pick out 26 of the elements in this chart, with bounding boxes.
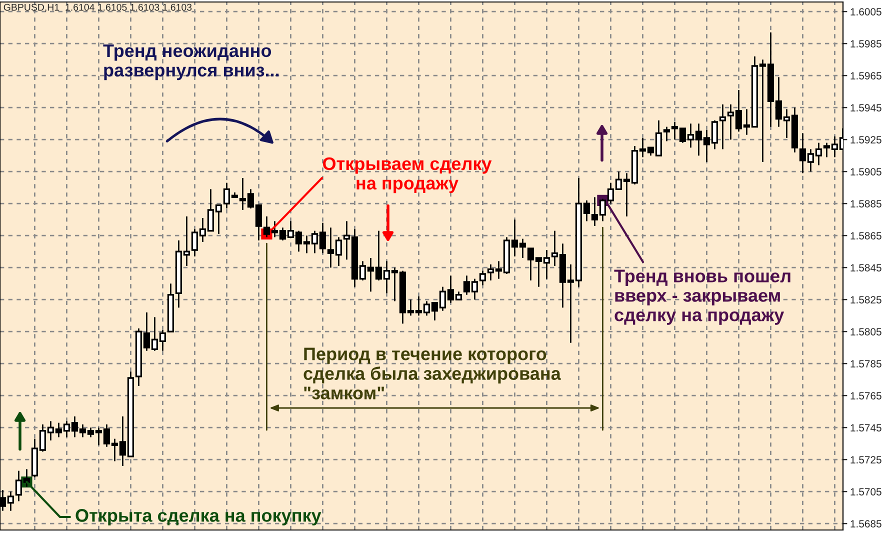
y-tick-label: 1.5725 <box>850 456 882 464</box>
y-tick-label: 1.5765 <box>850 392 882 400</box>
y-tick-label: 1.5945 <box>850 104 882 112</box>
annotation: Открываем сделку на продажу <box>322 157 492 194</box>
y-tick-label: 1.5805 <box>850 328 882 336</box>
y-tick-label: 1.5925 <box>850 136 882 144</box>
chart-title: GBPUSD,H1 1.6104 1.6105 1.6103 1.6103 <box>4 4 192 12</box>
annotation: Тренд вновь пошел вверх - закрываем сделку на продажу <box>614 270 790 325</box>
y-tick-label: 1.6005 <box>850 8 882 16</box>
y-tick-label: 1.5705 <box>850 488 882 496</box>
candlestick <box>479 270 486 286</box>
y-tick-label: 1.5905 <box>850 168 882 176</box>
y-tick-label: 1.5785 <box>850 360 882 368</box>
annotation: Открыта сделка на покупку <box>76 509 322 526</box>
y-tick-label: 1.5745 <box>850 424 882 432</box>
y-tick-label: 1.5985 <box>850 40 882 48</box>
y-tick-label: 1.5965 <box>850 72 882 80</box>
y-tick-label: 1.5865 <box>850 232 882 240</box>
y-tick-label: 1.5685 <box>850 520 882 528</box>
annotation: Тренд неожиданно развернулся вниз... <box>103 44 279 80</box>
y-tick-label: 1.5825 <box>850 296 882 304</box>
annotation: Период в течение которого сделка была захеджирована "замком" <box>304 348 561 400</box>
candlestick <box>719 104 726 150</box>
candlestick <box>663 126 670 142</box>
y-tick-label: 1.5845 <box>850 264 882 272</box>
y-tick-label: 1.5885 <box>850 200 882 208</box>
